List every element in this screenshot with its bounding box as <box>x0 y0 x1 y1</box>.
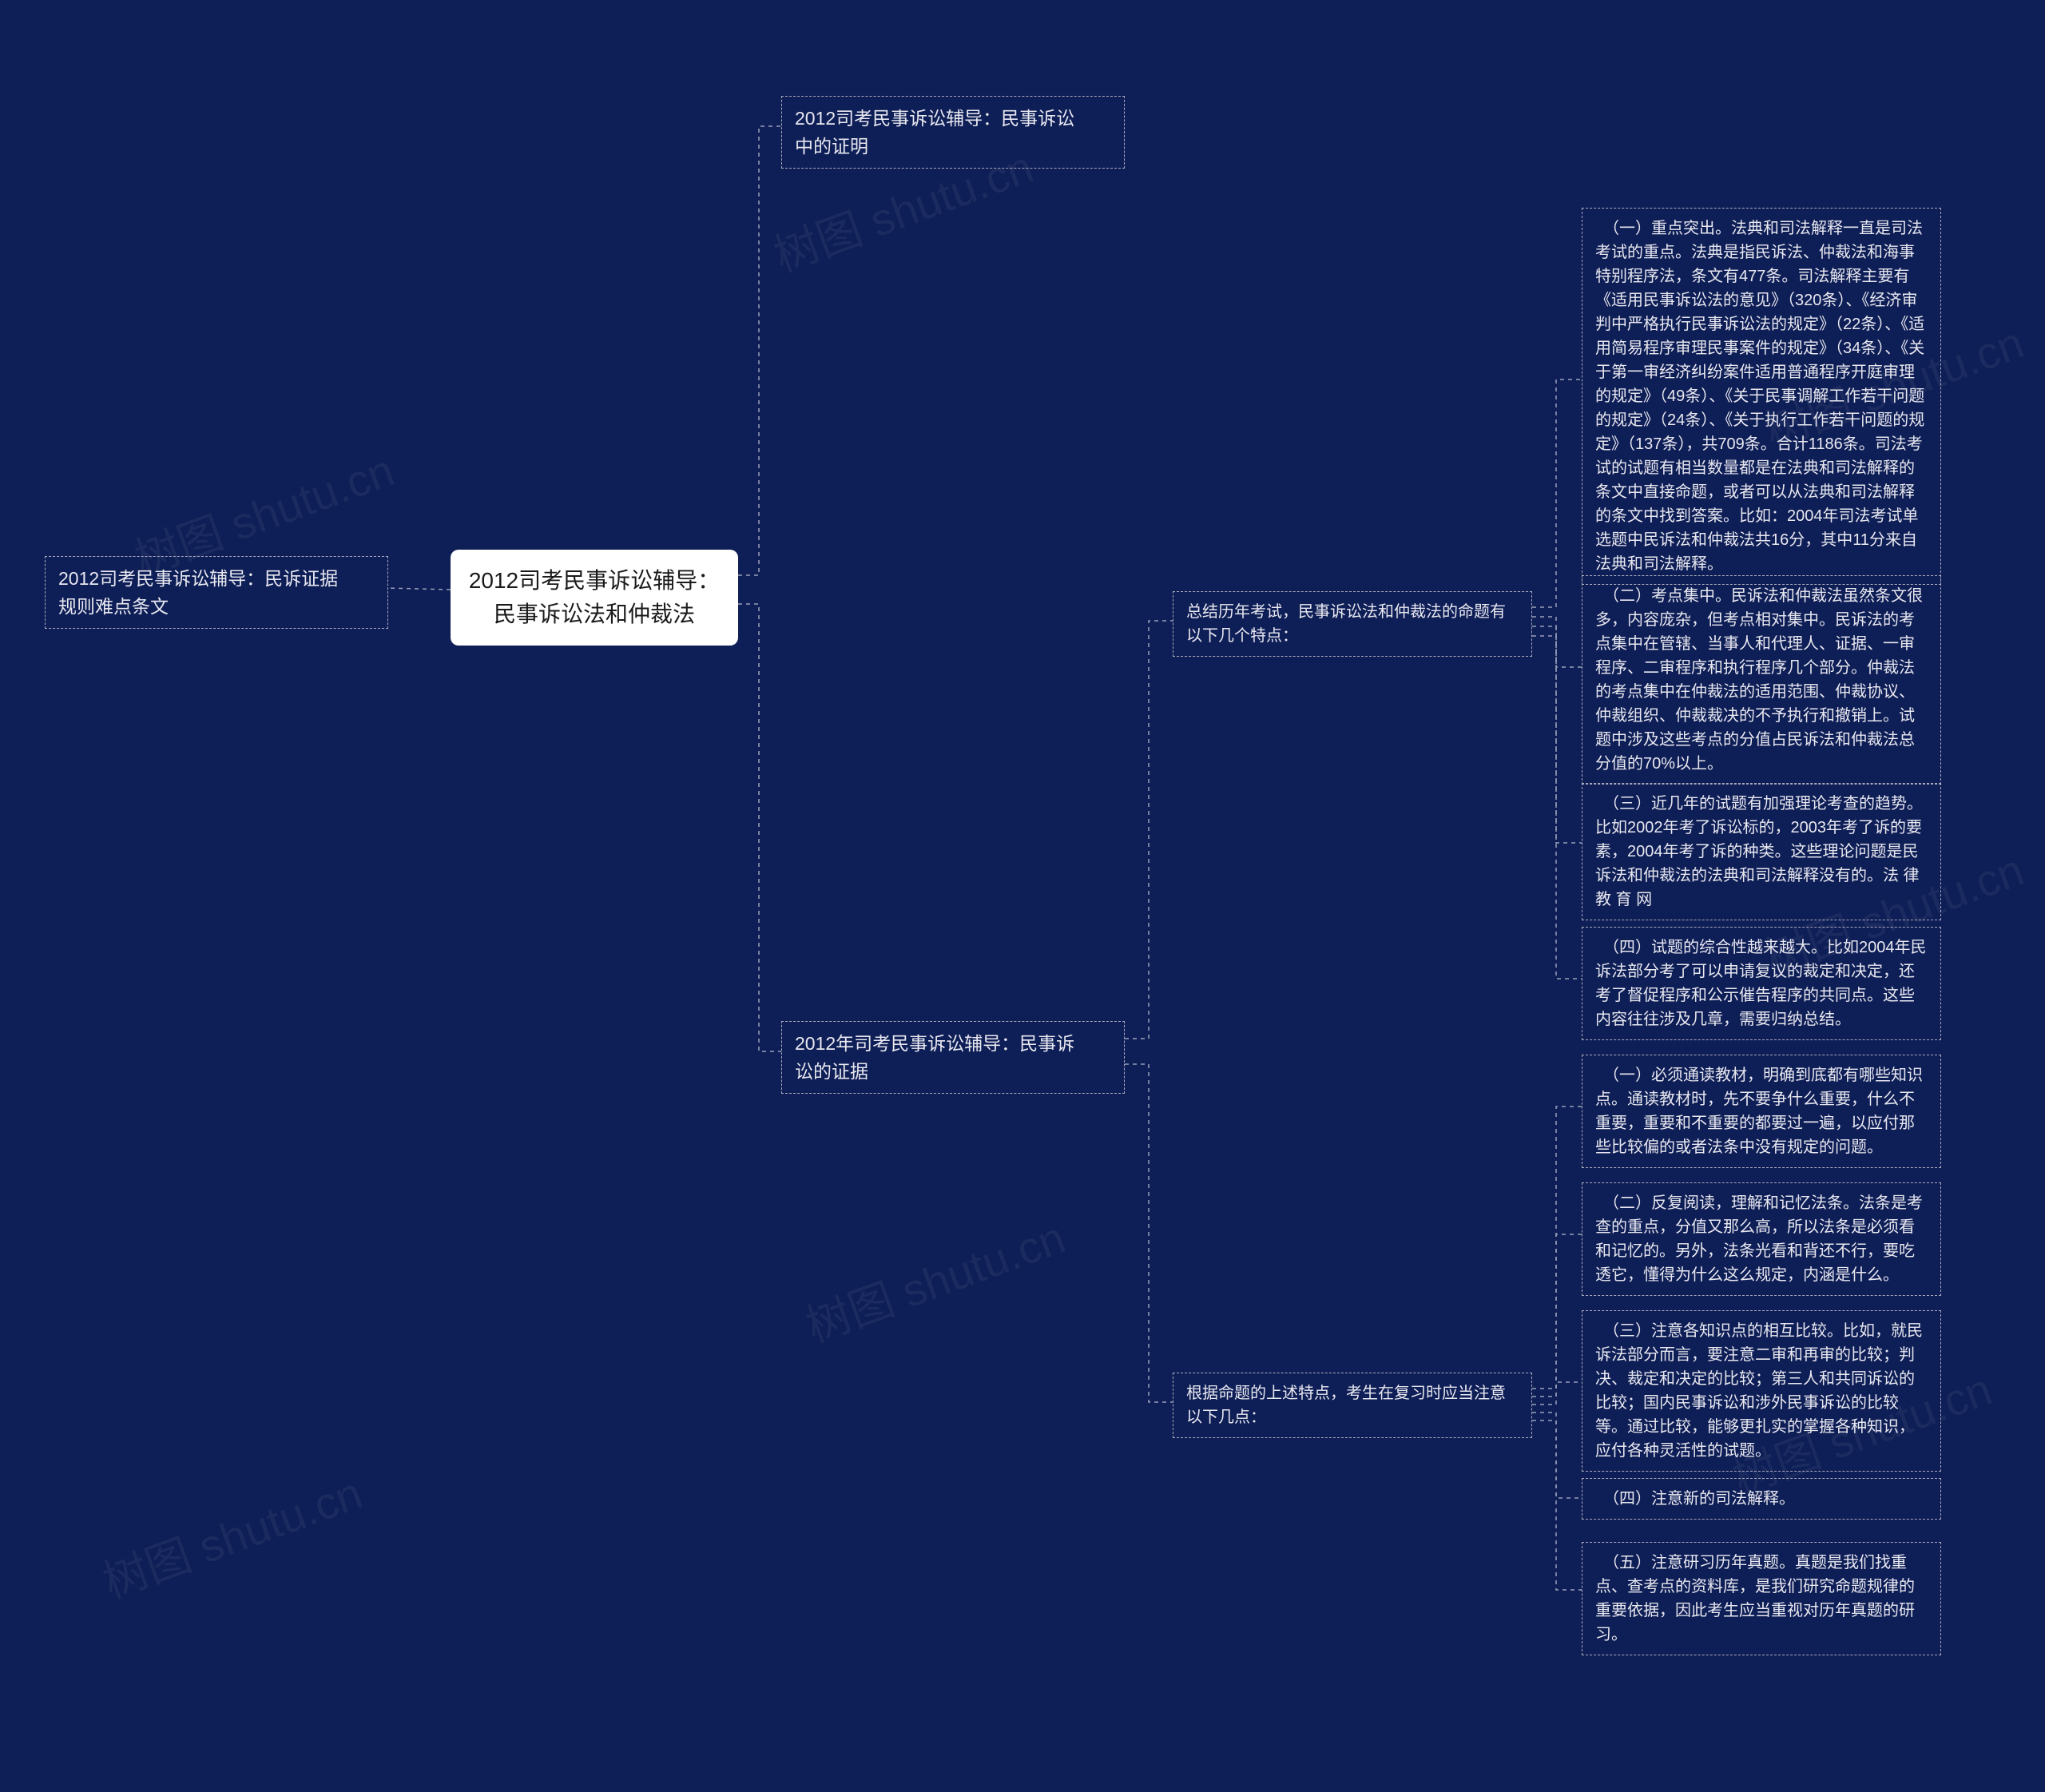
group2-item-4: （五）注意研习历年真题。真题是我们找重点、查考点的资料库，是我们研究命题规律的重… <box>1582 1542 1941 1655</box>
g1h-line1: 总结历年考试，民事诉讼法和仲裁法的命题有 <box>1186 600 1519 624</box>
group2-item-2: （三）注意各知识点的相互比较。比如，就民诉法部分而言，要注意二审和再审的比较；判… <box>1582 1310 1941 1472</box>
root-line2: 民事诉讼法和仲裁法 <box>468 598 721 631</box>
group1-item-3: （四）试题的综合性越来越大。比如2004年民诉法部分考了可以申请复议的裁定和决定… <box>1582 927 1941 1040</box>
watermark-4: 树图 shutu.cn <box>93 1457 370 1611</box>
root-node: 2012司考民事诉讼辅导： 民事诉讼法和仲裁法 <box>451 550 738 646</box>
g1h-line2: 以下几个特点： <box>1186 624 1519 648</box>
right-bottom-node: 2012年司考民事诉讼辅导：民事诉 讼的证据 <box>781 1021 1125 1094</box>
rtop-line1: 2012司考民事诉讼辅导：民事诉讼 <box>795 105 1111 133</box>
rbot-line1: 2012年司考民事诉讼辅导：民事诉 <box>795 1030 1111 1058</box>
g2h-line2: 以下几点： <box>1186 1405 1519 1429</box>
group2-item-3: （四）注意新的司法解释。 <box>1582 1478 1941 1520</box>
left-node: 2012司考民事诉讼辅导：民诉证据 规则难点条文 <box>45 556 388 629</box>
group2-item-0: （一）必须通读教材，明确到底都有哪些知识点。通读教材时，先不要争什么重要，什么不… <box>1582 1055 1941 1168</box>
g2h-line1: 根据命题的上述特点，考生在复习时应当注意 <box>1186 1381 1519 1405</box>
group1-item-2: （三）近几年的试题有加强理论考查的趋势。比如2002年考了诉讼标的，2003年考… <box>1582 783 1941 920</box>
rbot-line2: 讼的证据 <box>795 1058 1111 1086</box>
right-top-node: 2012司考民事诉讼辅导：民事诉讼 中的证明 <box>781 96 1125 169</box>
group1-item-1: （二）考点集中。民诉法和仲裁法虽然条文很多，内容庞杂，但考点相对集中。民诉法的考… <box>1582 575 1941 785</box>
group1-header: 总结历年考试，民事诉讼法和仲裁法的命题有 以下几个特点： <box>1173 591 1532 657</box>
group1-item-0: （一）重点突出。法典和司法解释一直是司法考试的重点。法典是指民诉法、仲裁法和海事… <box>1582 208 1941 585</box>
left-line2: 规则难点条文 <box>58 593 375 621</box>
group2-header: 根据命题的上述特点，考生在复习时应当注意 以下几点： <box>1173 1373 1532 1438</box>
rtop-line2: 中的证明 <box>795 133 1111 161</box>
left-line1: 2012司考民事诉讼辅导：民诉证据 <box>58 565 375 593</box>
watermark-5: 树图 shutu.cn <box>796 1202 1073 1355</box>
group2-item-1: （二）反复阅读，理解和记忆法条。法条是考查的重点，分值又那么高，所以法条是必须看… <box>1582 1182 1941 1296</box>
root-line1: 2012司考民事诉讼辅导： <box>468 564 721 598</box>
